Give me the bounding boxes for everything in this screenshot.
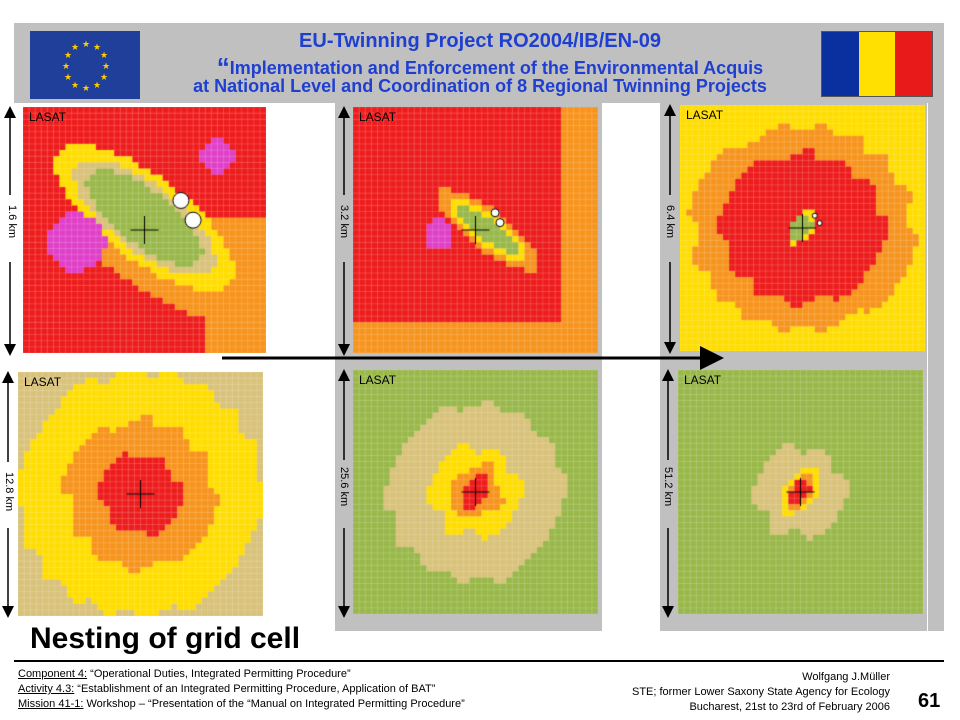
svg-text:★: ★	[71, 43, 79, 53]
romania-flag	[821, 31, 933, 97]
svg-text:★: ★	[62, 62, 70, 72]
grid-map-panel: LASAT	[353, 107, 598, 353]
place-date: Bucharest, 21st to 23rd of February 2006	[689, 701, 890, 713]
footer-right: Wolfgang J.Müller STE; former Lower Saxo…	[632, 670, 890, 715]
svg-text:★: ★	[100, 51, 108, 61]
svg-text:★: ★	[93, 81, 101, 91]
author: Wolfgang J.Müller	[802, 671, 890, 683]
page-number: 61	[918, 690, 941, 712]
panel-backdrop	[928, 103, 944, 631]
header-title-line2: “Implementation and Enforcement of the E…	[216, 52, 764, 82]
grid-map-panel: LASAT	[680, 105, 925, 351]
panel-label: LASAT	[24, 375, 62, 389]
svg-text:★: ★	[93, 43, 101, 53]
header-title-line3: at National Level and Coordination of 8 …	[193, 76, 767, 96]
footer-divider	[14, 660, 944, 662]
eu-flag: ★ ★ ★ ★ ★ ★ ★ ★ ★ ★ ★ ★	[30, 31, 140, 99]
grid-map-panel: LASAT	[353, 370, 598, 614]
header-band	[14, 23, 944, 103]
svg-text:★: ★	[64, 73, 72, 83]
panel-label: LASAT	[359, 110, 397, 124]
grid-map-panel: LASAT	[23, 107, 266, 353]
panel-label: LASAT	[359, 373, 397, 387]
svg-text:★: ★	[71, 81, 79, 91]
grid-map-panel: LASAT	[678, 370, 923, 614]
panel-label: LASAT	[684, 373, 722, 387]
slide-title: Nesting of grid cell	[30, 622, 301, 655]
affiliation: STE; former Lower Saxony State Agency fo…	[631, 686, 890, 698]
panel-label: LASAT	[686, 108, 724, 122]
svg-text:★: ★	[82, 40, 90, 50]
svg-text:★: ★	[82, 84, 90, 94]
svg-text:★: ★	[100, 73, 108, 83]
svg-text:★: ★	[64, 51, 72, 61]
panel-label: LASAT	[29, 110, 67, 124]
grid-map-panel: LASAT	[18, 372, 263, 616]
svg-text:★: ★	[102, 62, 110, 72]
header-title-line1: EU-Twinning Project RO2004/IB/EN-09	[299, 30, 661, 52]
footer-left: Component 4: “Operational Duties, Integr…	[18, 668, 465, 710]
